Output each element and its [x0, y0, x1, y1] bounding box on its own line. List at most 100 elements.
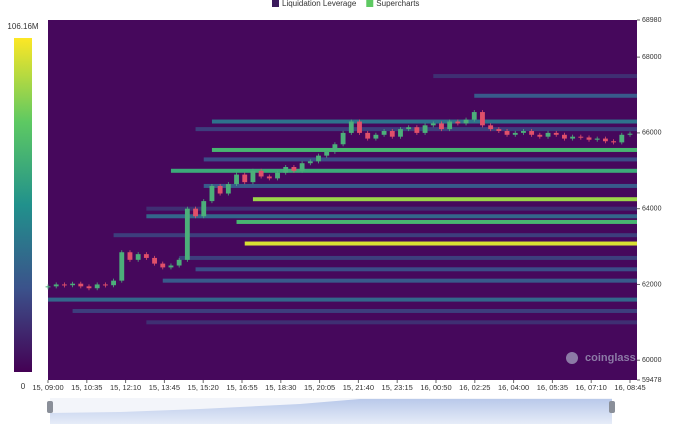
candle — [307, 161, 313, 164]
candle — [398, 129, 403, 137]
legend-label: Supercharts — [376, 0, 419, 8]
candle — [111, 280, 117, 286]
candle — [316, 155, 321, 162]
candle — [152, 257, 157, 264]
candle — [250, 170, 256, 183]
liquidation-level — [162, 278, 637, 283]
candle — [447, 121, 453, 130]
x-tick-label: 16, 05:35 — [537, 383, 568, 392]
candle — [160, 263, 166, 268]
x-tick-label: 15, 18:30 — [265, 383, 296, 392]
candle — [373, 134, 379, 139]
liquidation-level — [203, 183, 638, 188]
candle — [430, 123, 436, 126]
x-tick-label: 15, 15:20 — [188, 383, 219, 392]
liquidation-level — [236, 219, 637, 224]
x-tick-label: 15, 13:45 — [149, 383, 180, 392]
x-tick-label: 16, 00:50 — [420, 383, 451, 392]
y-tick-label: 60000 — [642, 357, 662, 364]
watermark: coinglass — [585, 352, 636, 364]
candle — [217, 185, 223, 194]
colorbar-label: 0 — [21, 382, 26, 391]
x-tick-label: 16, 02:25 — [459, 383, 490, 392]
candle — [578, 136, 584, 138]
candle — [627, 133, 633, 135]
liquidation-level — [179, 255, 638, 260]
candle — [102, 284, 108, 286]
candle — [357, 121, 362, 133]
candle — [135, 254, 141, 260]
liquidation-level — [113, 233, 638, 238]
candle — [521, 131, 526, 133]
liquidation-level — [211, 147, 637, 152]
legend-swatch — [272, 0, 279, 7]
candle — [381, 131, 387, 135]
candle — [619, 134, 625, 143]
colorbar — [14, 38, 32, 372]
legend-label: Liquidation Leverage — [282, 0, 357, 8]
candle — [594, 138, 600, 140]
candle — [611, 141, 617, 143]
x-tick-label: 15, 16:55 — [226, 383, 257, 392]
candle — [512, 132, 518, 135]
x-tick-label: 16, 07:10 — [576, 383, 607, 392]
watermark-logo — [566, 352, 578, 364]
candle — [471, 112, 477, 120]
navigator-handle[interactable] — [609, 401, 615, 413]
candle — [553, 132, 559, 135]
liquidation-level — [146, 206, 637, 211]
liquidation-level — [72, 308, 637, 313]
candle — [422, 125, 428, 133]
candle — [496, 129, 502, 132]
liquidation-level — [146, 320, 637, 325]
y-tick-label: 68980 — [642, 17, 662, 24]
candle — [324, 151, 330, 156]
candle — [119, 252, 125, 281]
candle — [127, 252, 133, 260]
candle — [414, 127, 420, 133]
y-tick-label: 68000 — [642, 54, 662, 61]
candle — [193, 208, 198, 217]
liquidation-level — [474, 93, 637, 98]
candle — [586, 137, 592, 140]
candle — [234, 174, 239, 185]
navigator-area — [50, 399, 612, 424]
legend: Liquidation Leverage Supercharts — [272, 0, 419, 8]
candle — [283, 167, 289, 173]
candle — [242, 174, 248, 183]
liquidation-level — [170, 168, 637, 173]
candle — [78, 283, 84, 287]
x-tick-label: 15, 12:10 — [110, 383, 141, 392]
candle — [561, 134, 567, 139]
candle — [340, 132, 346, 145]
candle — [258, 170, 264, 177]
y-tick-label: 62000 — [642, 281, 662, 288]
candle — [365, 132, 371, 139]
candle — [480, 112, 485, 126]
liquidation-level — [244, 241, 637, 246]
candle — [570, 136, 576, 139]
x-tick-label: 15, 21:40 — [343, 383, 374, 392]
candle — [94, 284, 100, 289]
candle — [455, 121, 461, 124]
candle — [53, 284, 59, 287]
liquidation-level — [211, 119, 637, 124]
liquidation-level — [195, 267, 637, 272]
candle — [545, 132, 551, 137]
candle — [389, 131, 395, 137]
candle — [439, 123, 444, 130]
candle — [176, 259, 182, 266]
x-tick-label: 15, 23:15 — [382, 383, 413, 392]
legend-swatch — [366, 0, 374, 7]
candle — [537, 134, 543, 137]
liquidation-level — [433, 74, 637, 79]
colorbar-label: 106.16M — [7, 22, 38, 31]
navigator-handle[interactable] — [47, 401, 53, 413]
y-tick-label: 64000 — [642, 206, 662, 213]
candle — [602, 138, 608, 142]
x-tick-label: 16, 04:00 — [498, 383, 529, 392]
candle — [86, 286, 92, 289]
y-tick-label: 59478 — [642, 377, 662, 384]
liquidation-level — [146, 214, 637, 219]
candle — [529, 131, 535, 135]
